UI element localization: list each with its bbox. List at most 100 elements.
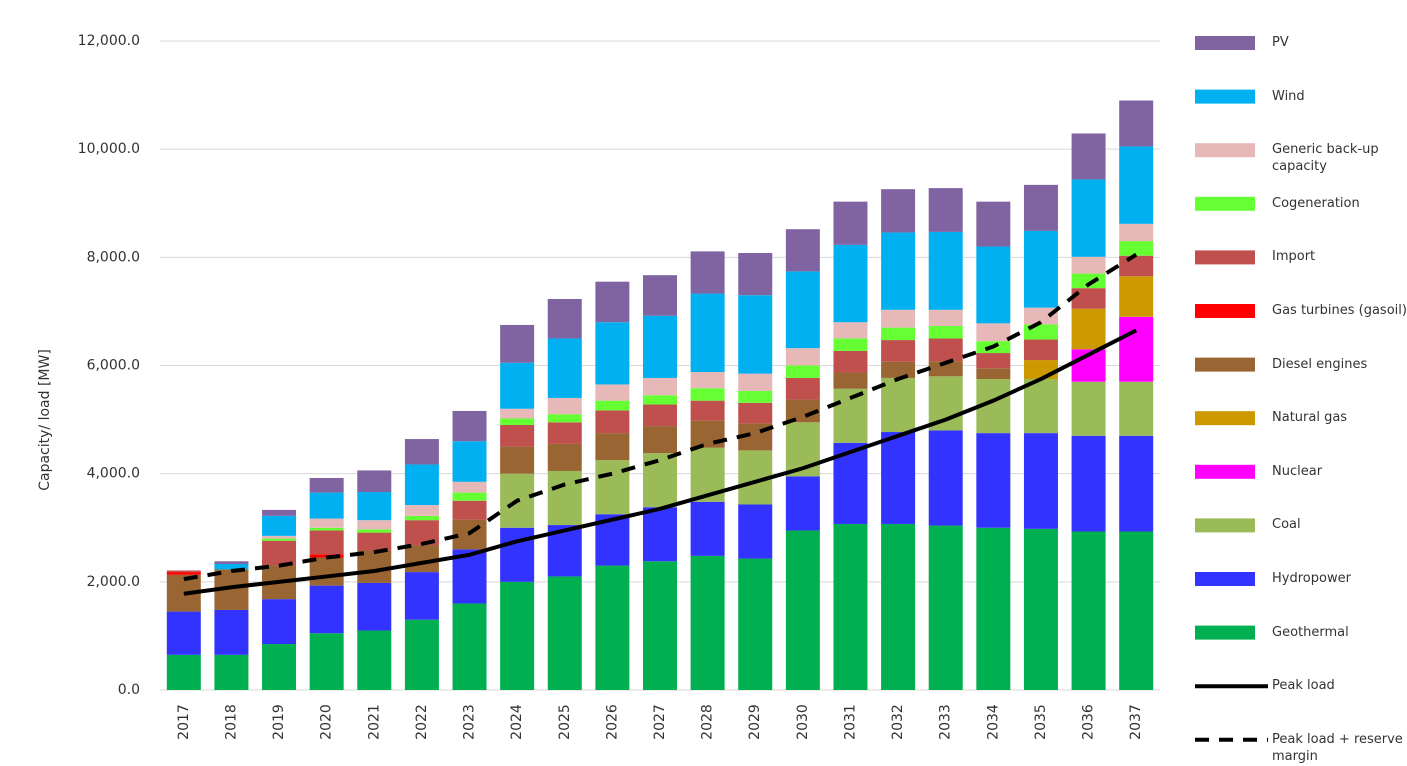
- legend-swatch: [1195, 411, 1255, 426]
- bar-segment: [976, 527, 1011, 690]
- bar-segment: [357, 529, 392, 533]
- bar-segment: [404, 464, 439, 506]
- bar-segment: [404, 505, 439, 516]
- bar-segment: [881, 361, 916, 378]
- bar-segment: [1023, 339, 1058, 361]
- bar-segment: [738, 558, 773, 690]
- legend-label: PV: [1272, 35, 1289, 50]
- bar-segment: [452, 441, 487, 482]
- bar-segment: [357, 492, 392, 521]
- bar-segment: [643, 453, 677, 508]
- bar-segment: [1023, 528, 1058, 690]
- bar-segment: [547, 576, 582, 690]
- legend-swatch: [1195, 572, 1255, 586]
- bar-segment: [595, 410, 630, 434]
- bar-segment: [452, 481, 487, 493]
- bar-segment: [1119, 276, 1154, 317]
- bar-segment: [1071, 256, 1106, 274]
- bar-segment: [643, 315, 677, 378]
- bar-segment: [166, 572, 201, 575]
- bar-segment: [785, 530, 820, 690]
- legend-swatch: [1195, 250, 1255, 265]
- bar-segment: [833, 322, 868, 339]
- bar-segment: [690, 420, 725, 448]
- bar-segment: [738, 373, 773, 391]
- bar-segment: [833, 372, 868, 389]
- x-tick-label: 2036: [1081, 704, 1097, 740]
- legend-swatch: [1195, 143, 1255, 158]
- legend-swatch: [1195, 196, 1255, 211]
- bar-segment: [976, 353, 1011, 369]
- bar-segment: [1119, 255, 1154, 277]
- bar-segment: [262, 540, 297, 566]
- bar-segment: [881, 232, 916, 310]
- bar-segment: [928, 188, 963, 232]
- bar-segment: [404, 619, 439, 690]
- bar-segment: [881, 309, 916, 328]
- bar-segment: [928, 430, 963, 526]
- x-tick-label: 2019: [271, 704, 287, 740]
- bar-segment: [309, 530, 344, 555]
- bar-segment: [166, 570, 201, 573]
- bar-segment: [1071, 435, 1106, 532]
- bar-segment: [357, 532, 392, 551]
- bar-segment: [309, 492, 344, 519]
- y-tick-label: 10,000.0: [78, 141, 140, 157]
- bar-segment: [976, 201, 1011, 247]
- bar-segment: [1119, 100, 1154, 147]
- x-tick-label: 2021: [366, 704, 382, 740]
- bar-segment: [1023, 184, 1058, 231]
- x-tick-label: 2017: [176, 704, 192, 740]
- legend-label: Diesel engines: [1272, 356, 1368, 372]
- bar-segment: [452, 500, 487, 520]
- bar-segment: [547, 298, 582, 339]
- bar-segment: [643, 507, 677, 562]
- legend-swatch: [1195, 464, 1255, 479]
- bar-segment: [166, 611, 201, 655]
- legend-label: Cogeneration: [1272, 195, 1360, 211]
- bar-segment: [738, 402, 773, 424]
- bar-segment: [595, 322, 630, 385]
- bar-segment: [262, 535, 297, 539]
- x-tick-label: 2026: [604, 704, 620, 740]
- bar-segment: [547, 414, 582, 423]
- bar-segment: [928, 338, 963, 362]
- x-tick-label: 2031: [842, 704, 858, 740]
- bar-segment: [643, 426, 677, 454]
- bar-segment: [500, 424, 535, 447]
- bar-segment: [1071, 381, 1106, 436]
- bar-segment: [500, 418, 535, 425]
- bar-segment: [881, 340, 916, 362]
- legend-swatch: [1195, 36, 1255, 50]
- bar-segment: [1023, 307, 1058, 325]
- bar-segment: [547, 443, 582, 471]
- bar-segment: [881, 189, 916, 233]
- bar-segment: [404, 572, 439, 620]
- bar-segment: [928, 361, 963, 377]
- bar-segment: [1119, 381, 1154, 436]
- legend-label: Peak load: [1272, 678, 1335, 694]
- x-tick-label: 2029: [747, 704, 763, 740]
- bar-segment: [357, 582, 392, 631]
- bar-segment: [928, 326, 963, 339]
- bar-segment: [833, 338, 868, 351]
- bar-segment: [404, 515, 439, 521]
- legend-swatch: [1195, 304, 1255, 318]
- x-tick-label: 2020: [319, 704, 335, 740]
- bar-segment: [547, 470, 582, 526]
- bar-segment: [1071, 288, 1106, 309]
- x-tick-label: 2027: [652, 704, 668, 740]
- bar-segment: [1023, 230, 1058, 308]
- bar-segment: [404, 545, 439, 573]
- legend-swatch: [1195, 518, 1255, 533]
- bar-segment: [1119, 146, 1154, 224]
- bar-segment: [309, 518, 344, 528]
- legend-label: Hydropower: [1272, 571, 1351, 586]
- bar-segment: [357, 630, 392, 690]
- bar-segment: [690, 501, 725, 556]
- bar-segment: [833, 350, 868, 373]
- bar-segment: [690, 371, 725, 389]
- bar-segment: [1119, 223, 1154, 242]
- bar-segment: [262, 538, 297, 541]
- bar-segment: [547, 338, 582, 398]
